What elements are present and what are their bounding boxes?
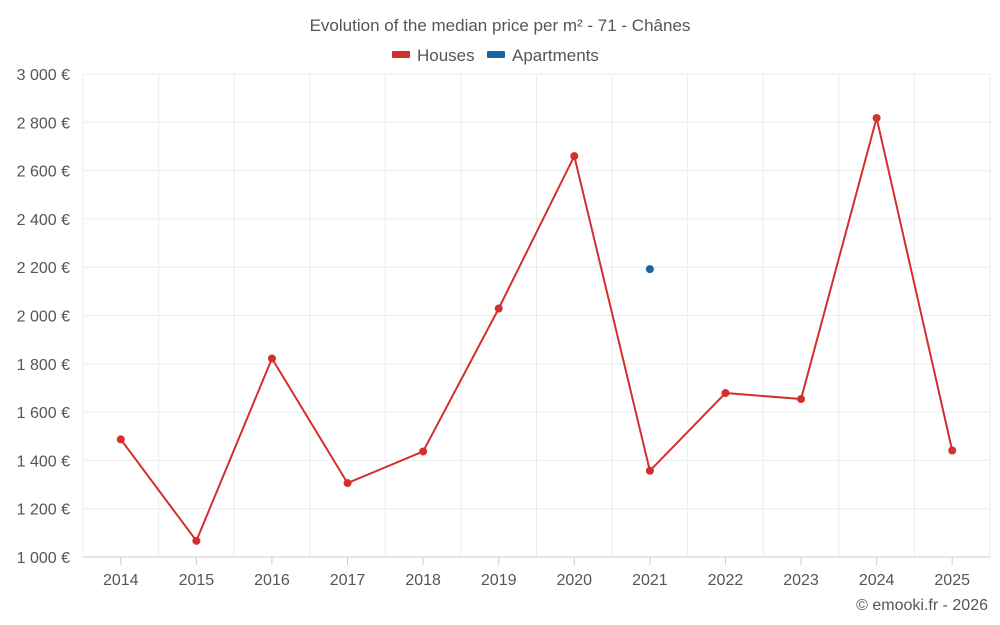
y-tick-label: 2 800 € (17, 115, 70, 132)
data-point-houses[interactable] (797, 395, 806, 404)
x-tick-label: 2024 (859, 572, 895, 589)
data-point-houses[interactable] (570, 152, 579, 161)
x-tick-label: 2015 (179, 572, 215, 589)
x-tick-label: 2018 (405, 572, 441, 589)
data-point-houses[interactable] (192, 536, 201, 545)
data-point-houses[interactable] (116, 435, 125, 444)
data-point-houses[interactable] (872, 113, 881, 122)
copyright: © emooki.fr - 2026 (856, 597, 988, 614)
legend-label-houses: Houses (417, 46, 475, 65)
y-tick-label: 2 000 € (17, 309, 70, 326)
y-tick-label: 1 200 € (17, 502, 70, 519)
legend-item-apartments[interactable]: Apartments (487, 46, 599, 65)
y-tick-label: 1 600 € (17, 405, 70, 422)
x-tick-label: 2023 (783, 572, 819, 589)
x-tick-label: 2022 (708, 572, 744, 589)
x-tick-label: 2021 (632, 572, 668, 589)
data-point-houses[interactable] (948, 446, 957, 455)
data-point-apartments[interactable] (645, 265, 654, 274)
series-layer (116, 113, 957, 545)
y-tick-label: 2 600 € (17, 164, 70, 181)
legend: Houses Apartments (392, 46, 599, 65)
legend-swatch-apartments (487, 51, 505, 58)
x-axis: 2014 2015 2016 2017 2018 2019 2020 2021 2022 2023… (103, 557, 970, 589)
y-tick-label: 1 000 € (17, 550, 70, 567)
legend-swatch-houses (392, 51, 410, 58)
y-axis: 1 000 € 1 200 € 1 400 € 1 600 € 1 800 € 2 000… (17, 67, 70, 567)
x-tick-label: 2017 (330, 572, 366, 589)
grid (82, 73, 991, 558)
x-tick-label: 2014 (103, 572, 139, 589)
data-point-houses[interactable] (645, 466, 654, 475)
y-tick-label: 1 400 € (17, 453, 70, 470)
legend-label-apartments: Apartments (512, 46, 599, 65)
y-tick-label: 1 800 € (17, 357, 70, 374)
data-point-houses[interactable] (721, 389, 730, 398)
y-tick-label: 2 400 € (17, 212, 70, 229)
data-point-houses[interactable] (267, 354, 276, 363)
legend-item-houses[interactable]: Houses (392, 46, 475, 65)
x-tick-label: 2025 (934, 572, 970, 589)
y-tick-label: 3 000 € (17, 67, 70, 84)
chart-title: Evolution of the median price per m² - 7… (310, 16, 691, 35)
y-tick-label: 2 200 € (17, 260, 70, 277)
x-tick-label: 2016 (254, 572, 290, 589)
series-line-houses (119, 116, 954, 542)
data-point-houses[interactable] (494, 304, 503, 313)
x-tick-label: 2020 (556, 572, 592, 589)
x-tick-label: 2019 (481, 572, 517, 589)
data-point-houses[interactable] (419, 447, 428, 456)
data-point-houses[interactable] (343, 479, 352, 488)
